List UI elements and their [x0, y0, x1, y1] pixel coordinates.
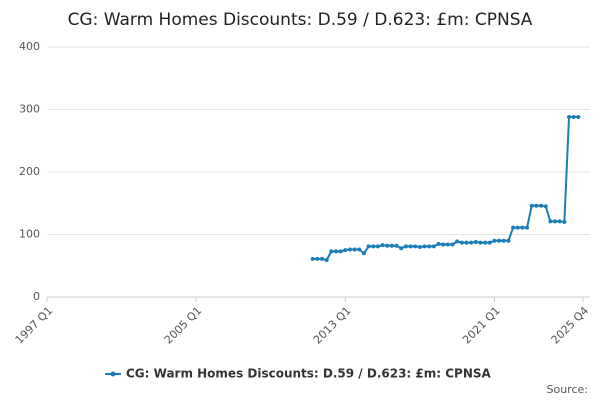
- y-tick-label: 200: [19, 165, 40, 178]
- data-point: [436, 241, 441, 246]
- legend-label: CG: Warm Homes Discounts: D.59 / D.623: …: [126, 367, 492, 381]
- data-point: [548, 219, 553, 224]
- data-point: [459, 240, 464, 245]
- data-point: [497, 238, 502, 243]
- data-point: [441, 242, 446, 247]
- data-point: [319, 256, 324, 261]
- data-point: [445, 242, 450, 247]
- data-point: [403, 244, 408, 249]
- data-point: [553, 219, 558, 224]
- y-tick-label: 100: [19, 228, 40, 241]
- y-tick-label: 0: [33, 290, 40, 303]
- data-point: [469, 240, 474, 245]
- data-point: [431, 244, 436, 249]
- data-point: [543, 204, 548, 209]
- data-point: [487, 240, 492, 245]
- data-point: [389, 243, 394, 248]
- data-point: [399, 246, 404, 251]
- data-point: [427, 244, 432, 249]
- data-point: [534, 203, 539, 208]
- data-point: [478, 240, 483, 245]
- data-point: [417, 245, 422, 249]
- data-point: [501, 238, 506, 243]
- data-point: [576, 115, 581, 119]
- data-point: [529, 203, 534, 208]
- data-point: [357, 247, 362, 252]
- x-tick-label: 2025 Q4: [549, 304, 592, 347]
- legend-marker: [110, 371, 116, 377]
- data-point: [422, 244, 427, 249]
- data-point: [520, 225, 525, 230]
- x-tick-label: 2021 Q1: [460, 304, 503, 347]
- data-point: [413, 244, 418, 249]
- data-point: [492, 238, 497, 243]
- data-point: [352, 247, 357, 252]
- data-point: [506, 238, 511, 243]
- data-point: [515, 225, 520, 230]
- source: Source:: [547, 383, 589, 396]
- data-point: [375, 244, 380, 249]
- data-point: [473, 240, 478, 244]
- y-tick-label: 300: [19, 103, 40, 116]
- data-point: [310, 256, 315, 261]
- data-point: [562, 220, 567, 224]
- data-point: [338, 249, 343, 254]
- data-point: [343, 248, 348, 253]
- data-point: [324, 258, 329, 263]
- data-point: [366, 244, 371, 249]
- data-point: [511, 225, 516, 230]
- series-line: [312, 116, 579, 262]
- x-tick-label: 2013 Q1: [311, 304, 354, 347]
- data-point: [557, 219, 562, 224]
- data-point: [385, 243, 390, 248]
- chart-title: CG: Warm Homes Discounts: D.59 / D.623: …: [68, 10, 533, 30]
- data-point: [347, 247, 352, 252]
- data-point: [483, 240, 488, 245]
- data-point: [380, 243, 385, 248]
- data-point: [394, 243, 399, 248]
- data-point: [408, 244, 413, 249]
- data-point: [371, 244, 376, 249]
- data-point: [539, 203, 544, 208]
- data-point: [329, 249, 334, 254]
- data-point: [525, 225, 530, 230]
- data-point: [450, 242, 455, 247]
- x-tick-label: 1997 Q1: [13, 304, 56, 347]
- data-point: [567, 115, 572, 119]
- data-point: [361, 251, 366, 256]
- y-tick-label: 400: [19, 40, 40, 53]
- data-point: [315, 256, 320, 261]
- data-point: [571, 115, 576, 119]
- data-point: [333, 249, 338, 254]
- data-point: [455, 239, 460, 244]
- data-point: [464, 240, 469, 245]
- x-tick-label: 2005 Q1: [162, 304, 205, 347]
